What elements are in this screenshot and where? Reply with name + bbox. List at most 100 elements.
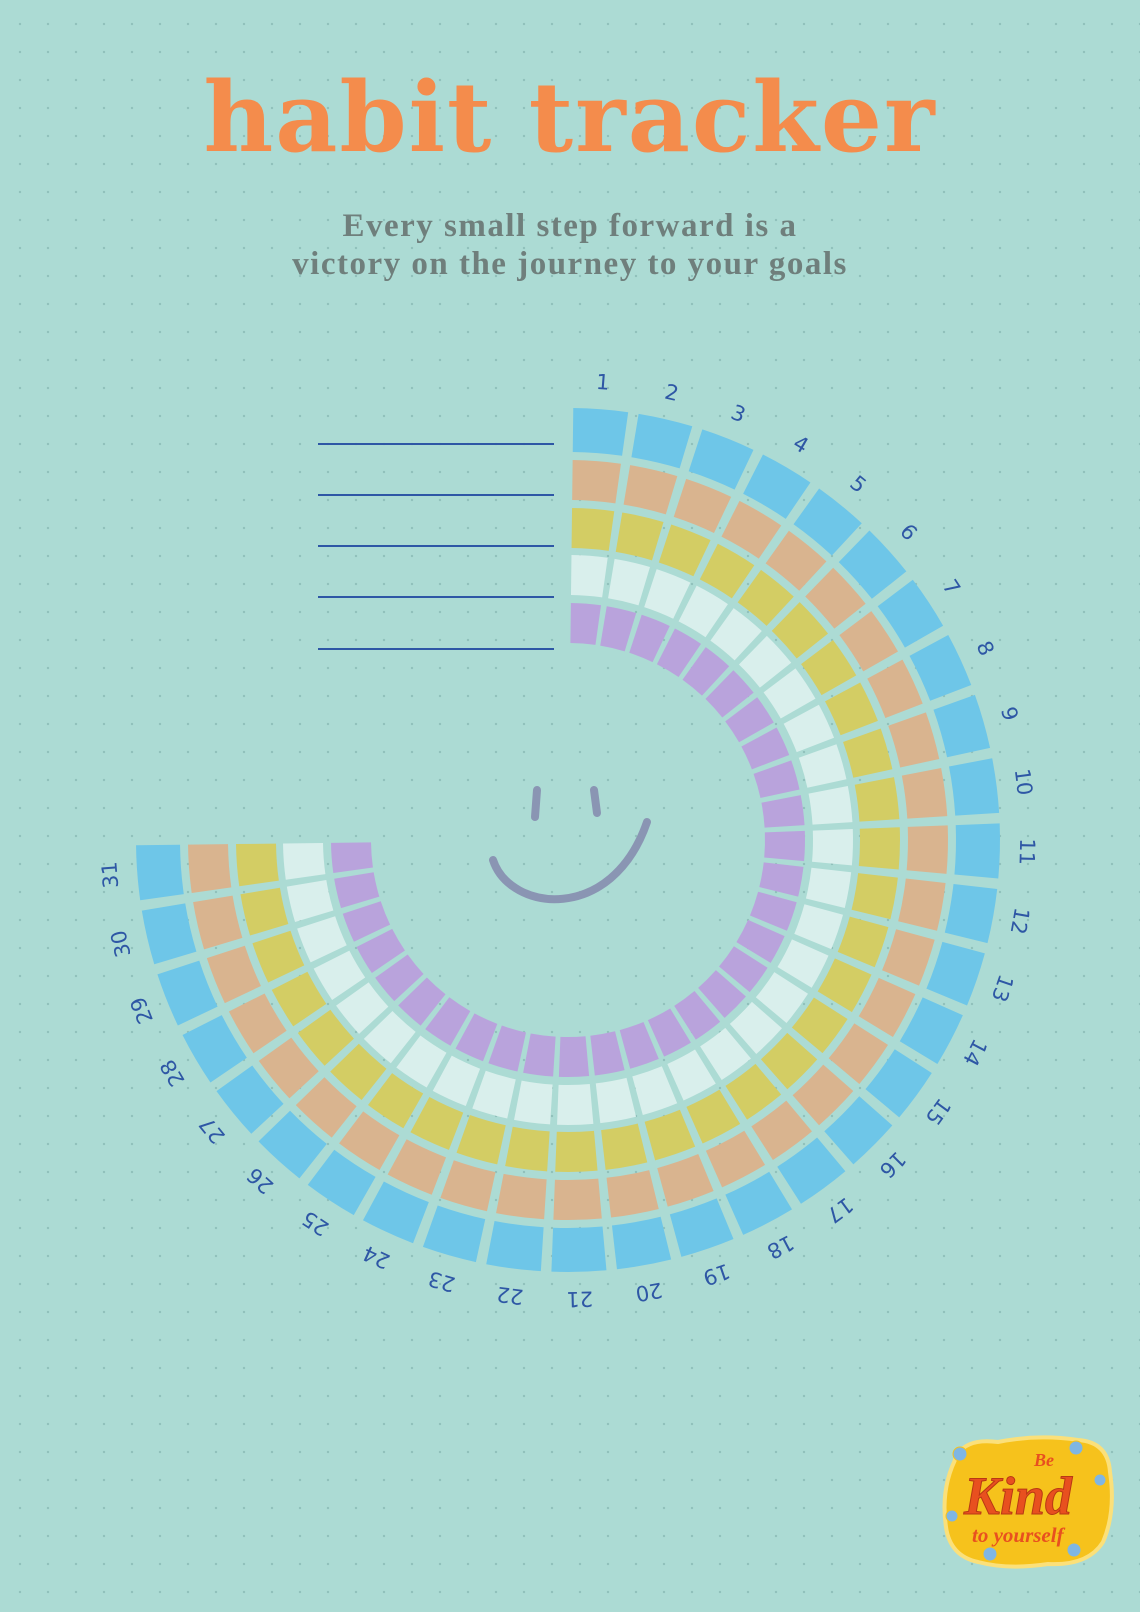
habit-cell-ring-5-day-30[interactable] [334, 872, 380, 909]
habit-cell-ring-1-day-21[interactable] [551, 1226, 607, 1273]
habit-cell-ring-3-day-18[interactable] [686, 1089, 741, 1144]
habit-cell-ring-3-day-11[interactable] [858, 827, 900, 870]
habit-cell-ring-4-day-5[interactable] [710, 608, 762, 661]
habit-cell-ring-1-day-11[interactable] [954, 823, 1000, 879]
habit-cell-ring-1-day-27[interactable] [216, 1065, 284, 1134]
habit-cell-ring-2-day-11[interactable] [906, 825, 948, 874]
habit-cell-ring-3-day-26[interactable] [330, 1043, 387, 1101]
habit-cell-ring-3-day-9[interactable] [843, 728, 893, 778]
habit-cell-ring-1-day-29[interactable] [157, 960, 218, 1026]
habit-cell-ring-1-day-31[interactable] [136, 844, 184, 901]
habit-cell-ring-4-day-6[interactable] [738, 635, 792, 688]
habit-cell-ring-4-day-25[interactable] [396, 1035, 447, 1088]
habit-cell-ring-1-day-5[interactable] [793, 488, 862, 556]
habit-cell-ring-2-day-22[interactable] [496, 1173, 547, 1220]
habit-cell-ring-3-day-27[interactable] [297, 1009, 354, 1066]
habit-cell-ring-5-day-19[interactable] [619, 1021, 659, 1069]
habit-cell-ring-2-day-27[interactable] [258, 1037, 319, 1099]
habit-cell-ring-4-day-11[interactable] [812, 829, 853, 866]
habit-cell-ring-2-day-17[interactable] [751, 1100, 812, 1161]
habit-cell-ring-2-day-30[interactable] [193, 895, 243, 950]
habit-cell-ring-4-day-31[interactable] [283, 842, 326, 880]
habit-cell-ring-4-day-15[interactable] [755, 972, 809, 1023]
habit-cell-ring-3-day-10[interactable] [854, 777, 900, 822]
habit-cell-ring-4-day-1[interactable] [570, 555, 608, 598]
habit-cell-ring-5-day-20[interactable] [590, 1031, 625, 1076]
habit-cell-ring-1-day-26[interactable] [258, 1110, 327, 1179]
habit-cell-ring-1-day-13[interactable] [926, 941, 985, 1006]
habit-cell-ring-2-day-15[interactable] [828, 1023, 889, 1084]
habit-cell-ring-2-day-18[interactable] [705, 1130, 766, 1188]
habit-cell-ring-4-day-3[interactable] [644, 569, 691, 619]
habit-cell-ring-1-day-9[interactable] [933, 694, 991, 758]
habit-cell-ring-4-day-24[interactable] [432, 1055, 481, 1107]
habit-cell-ring-5-day-7[interactable] [725, 697, 774, 743]
habit-cell-ring-2-day-14[interactable] [858, 977, 916, 1038]
habit-cell-ring-4-day-19[interactable] [632, 1066, 678, 1116]
habit-cell-ring-1-day-4[interactable] [743, 454, 811, 519]
habit-cell-ring-5-day-27[interactable] [375, 954, 424, 1002]
habit-cell-ring-3-day-22[interactable] [505, 1126, 550, 1172]
habit-cell-ring-1-day-7[interactable] [877, 579, 944, 648]
habit-cell-ring-3-day-14[interactable] [817, 958, 872, 1013]
habit-cell-ring-3-day-15[interactable] [791, 997, 848, 1054]
habit-cell-ring-4-day-29[interactable] [297, 916, 347, 963]
habit-cell-ring-3-day-19[interactable] [644, 1109, 696, 1161]
habit-cell-ring-5-day-29[interactable] [342, 901, 391, 942]
habit-cell-ring-5-day-23[interactable] [488, 1025, 526, 1072]
habit-cell-ring-5-day-9[interactable] [753, 760, 800, 798]
habit-cell-ring-3-day-24[interactable] [410, 1097, 464, 1150]
habit-cell-ring-1-day-17[interactable] [777, 1137, 846, 1204]
habit-cell-ring-3-day-21[interactable] [555, 1130, 598, 1172]
habit-cell-ring-2-day-24[interactable] [387, 1139, 447, 1195]
habit-cell-ring-2-day-28[interactable] [228, 993, 287, 1054]
habit-cell-ring-5-day-25[interactable] [425, 997, 471, 1046]
habit-cell-ring-2-day-6[interactable] [805, 567, 866, 629]
habit-cell-ring-5-day-8[interactable] [741, 727, 790, 770]
habit-cell-ring-3-day-12[interactable] [851, 873, 898, 920]
habit-cell-ring-1-day-16[interactable] [824, 1096, 893, 1165]
habit-cell-ring-1-day-14[interactable] [899, 997, 963, 1065]
habit-cell-ring-2-day-23[interactable] [440, 1160, 496, 1212]
habit-cell-ring-5-day-24[interactable] [455, 1013, 498, 1062]
habit-cell-ring-3-day-20[interactable] [601, 1123, 648, 1170]
habit-cell-ring-5-day-26[interactable] [398, 977, 446, 1026]
habit-cell-ring-4-day-4[interactable] [678, 585, 728, 638]
habit-cell-ring-2-day-29[interactable] [206, 945, 261, 1004]
habit-cell-ring-1-day-2[interactable] [631, 413, 693, 469]
habit-cell-ring-2-day-5[interactable] [765, 530, 827, 591]
habit-cell-ring-3-day-23[interactable] [456, 1115, 506, 1165]
habit-cell-ring-1-day-28[interactable] [182, 1015, 247, 1083]
habit-cell-ring-2-day-21[interactable] [553, 1178, 602, 1220]
habit-cell-ring-2-day-13[interactable] [882, 929, 935, 986]
habit-cell-ring-3-day-31[interactable] [236, 843, 279, 887]
habit-cell-ring-4-day-14[interactable] [777, 939, 829, 988]
habit-cell-ring-1-day-22[interactable] [486, 1220, 544, 1272]
habit-cell-ring-3-day-29[interactable] [252, 930, 305, 983]
habit-cell-ring-1-day-12[interactable] [944, 883, 998, 944]
habit-cell-ring-4-day-17[interactable] [700, 1027, 751, 1081]
habit-cell-ring-2-day-16[interactable] [792, 1064, 854, 1126]
habit-cell-ring-3-day-4[interactable] [699, 543, 755, 599]
habit-cell-ring-1-day-23[interactable] [422, 1205, 486, 1263]
habit-cell-ring-1-day-18[interactable] [725, 1171, 793, 1235]
habit-cell-ring-4-day-13[interactable] [794, 904, 844, 950]
habit-cell-ring-2-day-2[interactable] [623, 465, 678, 515]
habit-cell-ring-2-day-3[interactable] [673, 478, 732, 533]
habit-cell-ring-2-day-25[interactable] [339, 1111, 400, 1170]
habit-cell-ring-4-day-22[interactable] [514, 1080, 553, 1125]
habit-cell-ring-4-day-23[interactable] [472, 1070, 516, 1119]
habit-name-line-3[interactable] [318, 545, 554, 547]
habit-cell-ring-5-day-15[interactable] [719, 946, 768, 993]
habit-cell-ring-3-day-2[interactable] [615, 512, 664, 561]
habit-cell-ring-4-day-18[interactable] [667, 1049, 716, 1101]
habit-cell-ring-4-day-16[interactable] [729, 1001, 782, 1054]
habit-cell-ring-1-day-24[interactable] [362, 1181, 429, 1244]
habit-cell-ring-5-day-17[interactable] [674, 991, 721, 1040]
habit-cell-ring-3-day-16[interactable] [760, 1032, 818, 1090]
habit-cell-ring-2-day-4[interactable] [721, 500, 782, 559]
habit-cell-ring-1-day-19[interactable] [669, 1198, 734, 1257]
habit-cell-ring-5-day-5[interactable] [682, 647, 730, 696]
habit-name-line-2[interactable] [318, 494, 554, 496]
habit-cell-ring-4-day-30[interactable] [286, 880, 334, 922]
